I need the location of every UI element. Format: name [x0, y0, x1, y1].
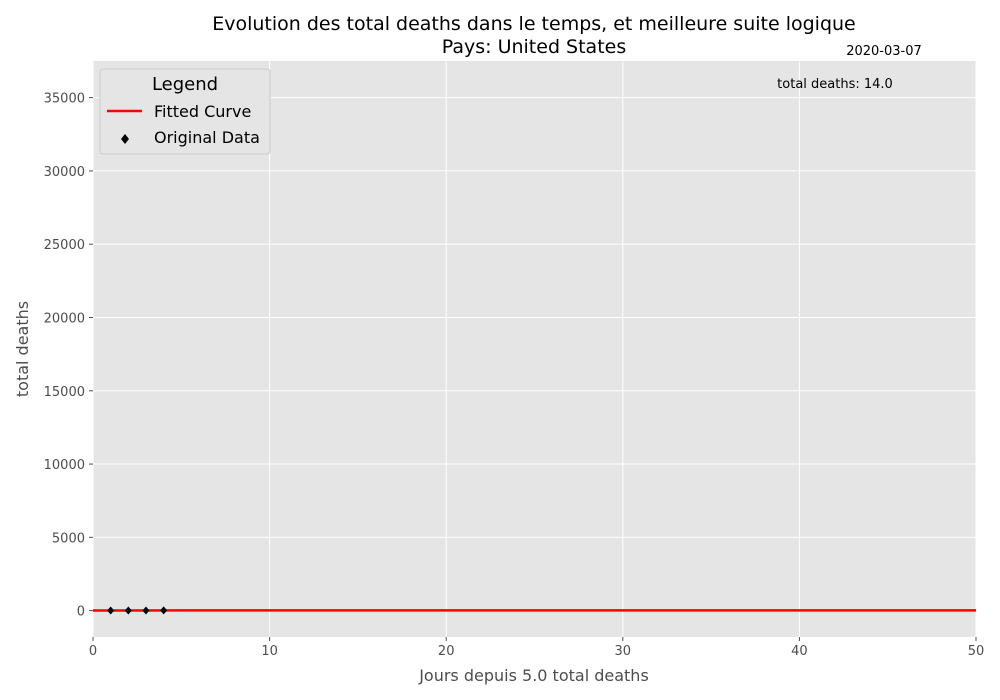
legend-box — [99, 68, 271, 155]
y-axis-label: total deaths — [13, 301, 32, 397]
plot-area — [93, 61, 976, 637]
x-tick-label: 50 — [968, 644, 985, 659]
x-tick-label: 20 — [438, 644, 455, 659]
x-tick-label: 0 — [89, 644, 97, 659]
y-tick-label: 25000 — [44, 238, 85, 253]
original-data-point — [107, 606, 115, 615]
x-tick-label: 10 — [261, 644, 278, 659]
legend-fitted-curve-label: Fitted Curve — [154, 102, 251, 121]
y-tick-label: 15000 — [44, 385, 85, 400]
chart-annotation: total deaths: 14.0 — [777, 77, 893, 92]
axis-ticks: 0 10 20 30 40 50 0 5000 10000 15000 20000 25000 3000… — [44, 92, 985, 659]
series-layer — [92, 606, 976, 615]
legend-original-data-label: Original Data — [154, 128, 260, 147]
chart-date-label: 2020-03-07 — [846, 44, 922, 59]
y-tick-label: 35000 — [44, 92, 85, 107]
x-axis-label: Jours depuis 5.0 total deaths — [418, 666, 649, 685]
legend-title: Legend — [152, 74, 218, 95]
x-tick-label: 40 — [791, 644, 808, 659]
original-data-point — [124, 606, 132, 615]
y-tick-label: 30000 — [44, 165, 85, 180]
original-data-point — [142, 606, 150, 615]
grid-lines — [92, 61, 977, 637]
chart-title-line1: Evolution des total deaths dans le temps… — [212, 13, 856, 35]
y-tick-label: 5000 — [52, 531, 85, 546]
original-data-point — [160, 606, 168, 615]
x-tick-label: 30 — [615, 644, 632, 659]
y-tick-label: 10000 — [44, 458, 85, 473]
chart-title-line2: Pays: United States — [442, 36, 627, 58]
legend-original-data-marker — [121, 134, 129, 144]
legend: Legend Fitted Curve Original Data — [99, 68, 271, 155]
y-tick-label: 20000 — [44, 311, 85, 326]
y-tick-label: 0 — [77, 605, 85, 620]
